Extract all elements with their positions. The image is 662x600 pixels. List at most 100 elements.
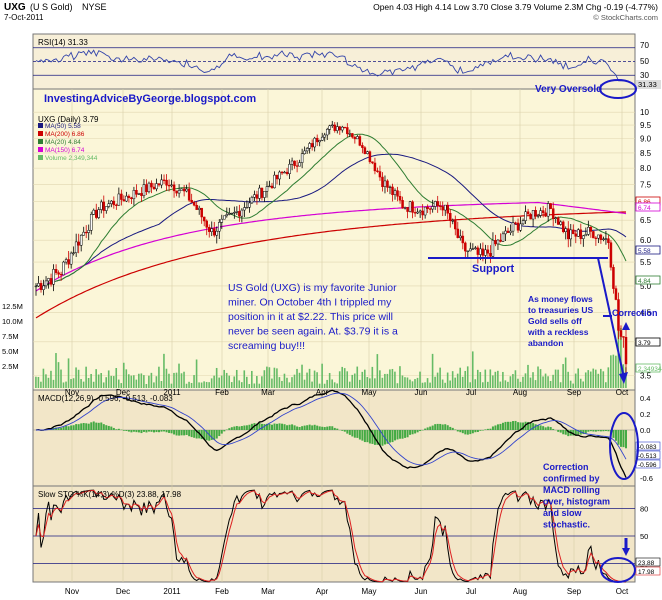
volume-bar — [125, 369, 128, 388]
x-tick-label-price: Sep — [567, 388, 582, 397]
volume-bar — [57, 362, 60, 388]
price-bar-body — [421, 210, 424, 216]
price-bar-body — [529, 213, 532, 220]
macd-histogram-bar — [326, 426, 329, 430]
macd-histogram-bar — [173, 430, 176, 435]
price-bar-body — [39, 283, 43, 290]
price-bar-body — [381, 176, 384, 187]
price-bar-body — [315, 137, 319, 143]
macd-histogram-bar — [250, 423, 253, 430]
volume-bar — [288, 382, 291, 388]
macd-histogram-bar — [587, 430, 590, 432]
macd-histogram-bar — [446, 425, 449, 430]
macd-histogram-bar — [619, 430, 622, 447]
main-note-line: miner. On October 4th I trippled my — [228, 297, 392, 309]
price-bar-body — [205, 220, 208, 228]
x-tick-label-price: Dec — [116, 388, 130, 397]
sto-circle — [600, 557, 636, 583]
volume-bar — [107, 370, 110, 388]
price-bar-body — [574, 233, 578, 237]
x-tick-label-bottom: Jun — [415, 587, 428, 596]
macd-tick-label: 0.0 — [640, 426, 650, 435]
volume-bar — [444, 382, 446, 388]
price-bar-body — [305, 148, 309, 152]
price-bar-body — [358, 136, 362, 146]
volume-bar — [273, 367, 276, 388]
price-bar-body — [466, 250, 470, 252]
volume-bar — [42, 368, 45, 388]
price-bar-body — [44, 280, 48, 287]
macd-histogram-bar — [228, 428, 231, 430]
price-bar-body — [331, 124, 334, 127]
volume-bar — [487, 381, 489, 388]
volume-bar — [389, 369, 391, 388]
volume-bar — [605, 382, 607, 388]
price-bar-body — [356, 136, 359, 140]
x-tick-label-bottom: Oct — [616, 587, 629, 596]
volume-tick-label: 12.5M — [2, 302, 23, 311]
price-tick-label: 6.0 — [640, 236, 652, 245]
macd-histogram-bar — [471, 430, 474, 434]
volume-bar — [336, 383, 338, 388]
price-bar-body — [454, 220, 457, 230]
macd-histogram-bar — [70, 425, 73, 430]
blog-title: InvestingAdviceByGeorge.blogspot.com — [44, 93, 256, 105]
price-bar-body — [240, 209, 244, 217]
macd-histogram-bar — [298, 426, 301, 430]
price-bar-body — [187, 188, 191, 201]
volume-bar — [198, 382, 200, 388]
price-bar-body — [69, 252, 73, 265]
macd-histogram-bar — [245, 425, 248, 430]
macd-tick-label: -0.6 — [640, 474, 653, 483]
price-bar-body — [273, 174, 276, 189]
macd-histogram-bar — [424, 428, 427, 430]
price-bar-body — [263, 191, 266, 198]
volume-bar — [213, 375, 215, 388]
volume-bar — [210, 378, 213, 388]
macd-histogram-bar — [260, 423, 263, 430]
volume-bar — [376, 354, 379, 388]
price-bar-body — [494, 240, 497, 245]
volume-bar — [399, 366, 401, 388]
macd-histogram-bar — [399, 430, 402, 439]
x-tick-label-price: Apr — [316, 388, 329, 397]
volume-bar — [251, 370, 253, 388]
macd-histogram-bar — [386, 430, 389, 444]
macd-note-line: MACD rolling — [543, 485, 600, 495]
price-tick-label: 8.0 — [640, 164, 652, 173]
price-bar-body — [376, 170, 379, 172]
price-bar-body — [423, 206, 427, 216]
volume-bar — [562, 364, 564, 388]
price-bar-body — [230, 212, 234, 215]
price-bar-body — [476, 247, 480, 255]
price-bar-body — [112, 200, 116, 206]
price-bar-body — [539, 210, 542, 216]
moving-averages — [35, 133, 627, 319]
volume-bar — [602, 371, 605, 388]
price-bar-body — [323, 134, 326, 138]
volume-bar — [401, 375, 404, 388]
price-bar-body — [577, 229, 580, 237]
ma200-line — [35, 211, 626, 319]
price-bar-body — [250, 197, 254, 204]
price-bar-body — [102, 201, 106, 211]
price-bar-body — [371, 161, 374, 164]
macd-histogram-bar — [132, 430, 135, 432]
macd-histogram-bar — [456, 430, 459, 432]
macd-histogram-bar — [514, 420, 517, 430]
macd-histogram-bar — [57, 427, 60, 430]
macd-histogram-bar — [278, 423, 281, 430]
price-bar-body — [320, 136, 324, 141]
macd-note-line: Correction — [543, 462, 589, 472]
volume-bar — [584, 372, 587, 388]
volume-bar — [238, 380, 241, 388]
volume-bar — [77, 369, 80, 388]
price-bar-body — [504, 230, 507, 235]
volume-bar — [155, 376, 158, 388]
volume-bar — [87, 377, 90, 388]
macd-histogram-bar — [190, 430, 193, 438]
macd-histogram-bar — [389, 430, 391, 443]
price-bar-body — [275, 174, 279, 180]
volume-bar — [547, 376, 549, 388]
price-bar-body — [89, 214, 93, 231]
